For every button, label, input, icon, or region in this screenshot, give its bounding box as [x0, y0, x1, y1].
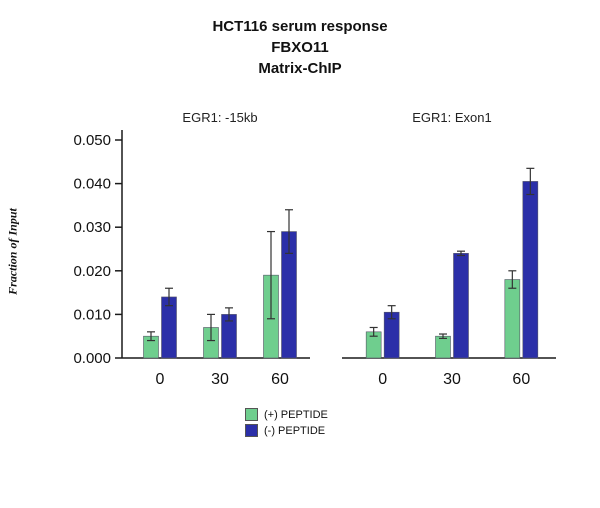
svg-text:0.020: 0.020 — [73, 263, 111, 280]
svg-text:0.010: 0.010 — [73, 306, 111, 323]
svg-text:30: 30 — [443, 371, 461, 388]
legend-swatch-minus-peptide — [245, 424, 258, 437]
bar-chart-canvas: 0.000 0.010 0.020 0.030 0.040 0.050 EGR1: -15k… — [73, 110, 556, 388]
chart-title-line3: Matrix-ChIP — [258, 60, 342, 77]
svg-text:60: 60 — [512, 371, 530, 388]
svg-text:0.000: 0.000 — [73, 350, 111, 367]
legend-item-minus-peptide: (-) PEPTIDE — [245, 424, 355, 437]
chart-legend: (+) PEPTIDE (-) PEPTIDE — [0, 408, 600, 437]
svg-text:0.040: 0.040 — [73, 176, 111, 193]
svg-text:EGR1: -15kb: EGR1: -15kb — [182, 110, 257, 125]
svg-text:60: 60 — [271, 371, 289, 388]
svg-text:0: 0 — [378, 371, 387, 388]
svg-text:0.050: 0.050 — [73, 132, 111, 149]
svg-text:0.030: 0.030 — [73, 219, 111, 236]
chart-title-line2: FBXO11 — [271, 39, 329, 56]
svg-text:30: 30 — [211, 371, 229, 388]
legend-item-plus-peptide: (+) PEPTIDE — [245, 408, 355, 421]
legend-label-minus-peptide: (-) PEPTIDE — [264, 424, 326, 437]
chart-title: HCT116 serum response FBXO11 Matrix-ChIP — [0, 16, 600, 79]
svg-text:EGR1: Exon1: EGR1: Exon1 — [412, 110, 492, 125]
legend-label-plus-peptide: (+) PEPTIDE — [264, 408, 328, 421]
legend-swatch-plus-peptide — [245, 408, 258, 421]
svg-text:0: 0 — [156, 371, 165, 388]
chart-title-line1: HCT116 serum response — [212, 18, 388, 35]
